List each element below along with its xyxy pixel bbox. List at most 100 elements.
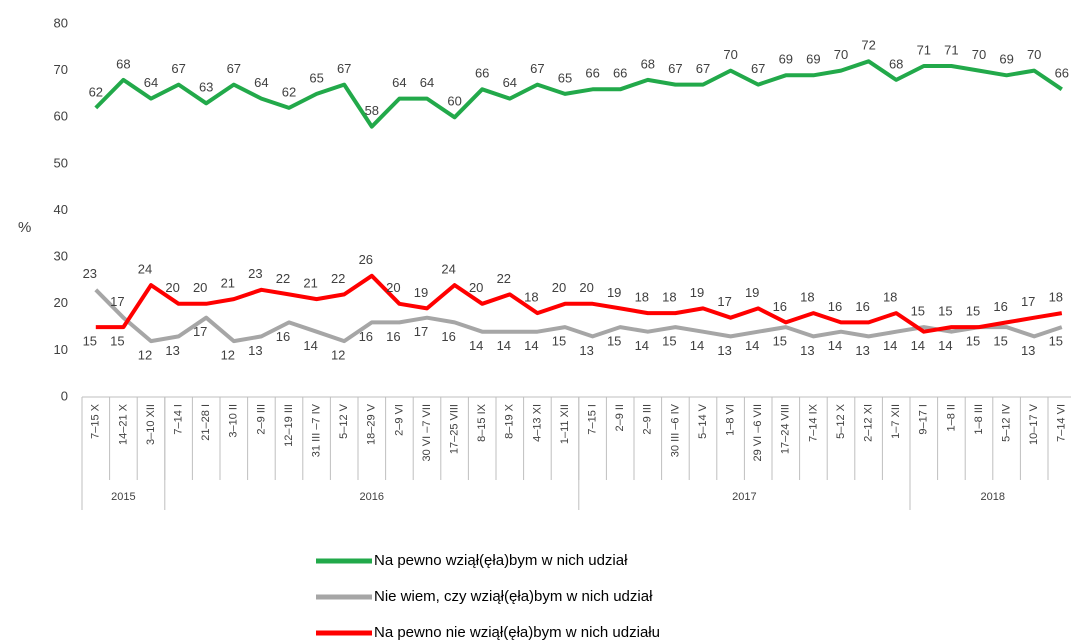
data-label: 16 [773, 299, 787, 314]
data-label: 15 [966, 304, 980, 319]
data-label: 15 [773, 334, 787, 349]
data-label: 20 [552, 280, 566, 295]
data-label: 15 [83, 334, 97, 349]
data-label: 67 [668, 61, 682, 76]
x-tick-label: 7–14 VI [1056, 404, 1068, 442]
data-label: 65 [558, 70, 572, 85]
data-label: 13 [579, 343, 593, 358]
data-label: 67 [530, 61, 544, 76]
x-tick-label: 14–21 X [117, 403, 129, 445]
x-tick-label: 18–29 V [366, 403, 378, 445]
data-label: 15 [966, 334, 980, 349]
data-label: 17 [414, 324, 428, 339]
series-line [94, 288, 1063, 344]
x-tick-label: 7–15 X [90, 403, 102, 439]
data-label: 18 [524, 290, 538, 305]
x-tick-label: 2–12 XI [863, 404, 875, 442]
data-label: 17 [110, 294, 124, 309]
x-tick-label: 8–15 IX [476, 403, 488, 442]
data-label: 19 [607, 285, 621, 300]
x-tick-label: 17–25 VIII [449, 404, 461, 454]
data-label: 14 [635, 338, 649, 353]
x-tick-label: 5–12 V [338, 403, 350, 439]
data-label: 67 [227, 61, 241, 76]
data-label: 24 [138, 262, 152, 277]
x-tick-label: 3–10 XII [145, 404, 157, 445]
x-tick-label: 31 III –7 IV [311, 403, 323, 457]
data-label: 13 [1021, 343, 1035, 358]
x-tick-label: 2–9 III [642, 404, 654, 435]
data-label: 19 [690, 285, 704, 300]
x-tick-label: 2–9 II [614, 404, 626, 432]
series-line [94, 59, 1063, 129]
data-label: 16 [993, 299, 1007, 314]
data-label: 22 [331, 271, 345, 286]
data-label: 66 [585, 66, 599, 81]
data-label: 67 [751, 61, 765, 76]
x-tick-label: 1–8 III [973, 404, 985, 435]
data-label: 64 [254, 75, 268, 90]
x-tick-label: 1–11 XII [559, 404, 571, 444]
data-label: 68 [641, 56, 655, 71]
legend-label: Na pewno nie wziął(ęła)bym w nich udział… [374, 624, 660, 641]
data-label: 18 [883, 290, 897, 305]
data-label: 66 [1055, 66, 1069, 81]
data-label: 20 [165, 280, 179, 295]
data-label: 62 [89, 84, 103, 99]
x-tick-label: 7–14 IX [807, 403, 819, 442]
data-label: 16 [359, 329, 373, 344]
data-label: 67 [696, 61, 710, 76]
x-tick-label: 9–17 I [918, 404, 930, 435]
data-label: 15 [662, 334, 676, 349]
group-label: 2017 [732, 491, 756, 503]
data-label: 26 [359, 252, 373, 267]
data-label: 14 [497, 338, 511, 353]
group-label: 2018 [981, 491, 1005, 503]
data-label: 21 [303, 276, 317, 291]
data-label: 18 [662, 290, 676, 305]
data-label: 18 [800, 290, 814, 305]
data-label: 69 [779, 52, 793, 67]
data-label: 20 [469, 280, 483, 295]
data-label: 20 [386, 280, 400, 295]
data-label: 62 [282, 84, 296, 99]
data-label: 14 [745, 338, 759, 353]
data-label: 13 [717, 343, 731, 358]
data-label: 16 [828, 299, 842, 314]
data-label: 19 [414, 285, 428, 300]
data-label: 13 [165, 343, 179, 358]
x-tick-label: 7–14 I [173, 404, 185, 435]
data-label: 64 [392, 75, 406, 90]
data-label: 15 [993, 334, 1007, 349]
data-label: 18 [635, 290, 649, 305]
data-label: 67 [171, 61, 185, 76]
data-label: 16 [855, 299, 869, 314]
x-tick-label: 8–19 X [504, 403, 516, 439]
data-label: 20 [579, 280, 593, 295]
x-tick-label: 30 III –6 IV [669, 403, 681, 457]
y-tick-label: 10 [54, 342, 68, 357]
data-label: 60 [447, 94, 461, 109]
data-label: 24 [441, 262, 455, 277]
data-label: 17 [1021, 294, 1035, 309]
data-label: 16 [441, 329, 455, 344]
x-tick-label: 12–19 III [283, 404, 295, 447]
data-label: 70 [972, 47, 986, 62]
data-label: 14 [911, 338, 925, 353]
data-label: 64 [503, 75, 517, 90]
legend-label: Nie wiem, czy wziął(ęła)bym w nich udzia… [374, 588, 653, 605]
x-tick-label: 7–15 I [587, 404, 599, 435]
data-label: 19 [745, 285, 759, 300]
x-tick-label: 17–24 VIII [780, 404, 792, 454]
y-tick-label: 60 [54, 109, 68, 124]
x-tick-label: 1–8 VI [725, 404, 737, 436]
x-tick-label: 3–10 II [228, 404, 240, 438]
legend-label: Na pewno wziął(ęła)bym w nich udział [374, 552, 628, 569]
x-tick-label: 5–14 V [697, 403, 709, 439]
data-label: 22 [497, 271, 511, 286]
y-tick-label: 80 [54, 15, 68, 30]
data-label: 70 [834, 47, 848, 62]
y-tick-label: 20 [54, 295, 68, 310]
x-tick-label: 21–28 I [200, 404, 212, 441]
data-label: 67 [337, 61, 351, 76]
